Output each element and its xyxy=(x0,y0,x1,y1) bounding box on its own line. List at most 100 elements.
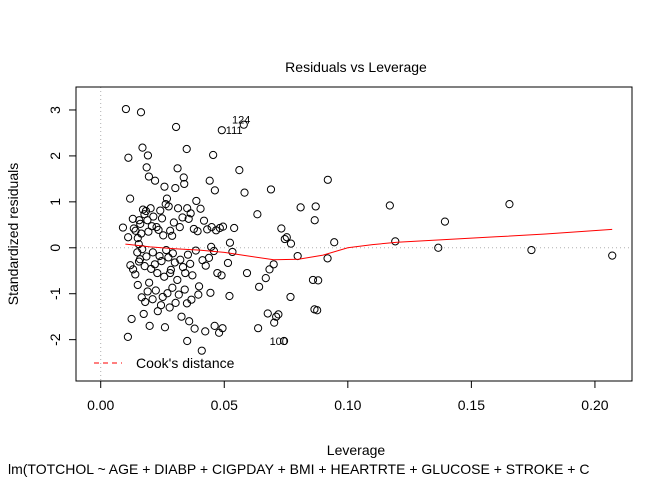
data-point xyxy=(190,324,199,333)
data-point xyxy=(141,206,151,216)
data-point xyxy=(192,196,201,206)
data-point xyxy=(160,272,169,281)
data-point xyxy=(184,214,193,223)
data-point xyxy=(254,324,263,333)
data-point xyxy=(196,204,205,213)
data-point xyxy=(217,271,226,280)
x-tick-label: 0.20 xyxy=(581,397,608,413)
data-point xyxy=(205,176,214,185)
data-point xyxy=(201,327,210,336)
data-point xyxy=(168,249,177,258)
data-point xyxy=(194,290,203,299)
data-point xyxy=(217,126,226,135)
data-point xyxy=(225,238,235,247)
data-point xyxy=(296,203,305,212)
data-point xyxy=(310,216,319,225)
data-point xyxy=(204,253,214,262)
data-point xyxy=(162,245,171,255)
data-point xyxy=(180,179,189,189)
data-point xyxy=(314,276,323,285)
data-point xyxy=(235,166,244,175)
data-point xyxy=(242,268,252,278)
y-tick-label: 1 xyxy=(47,198,63,206)
data-point xyxy=(126,194,135,203)
data-point xyxy=(239,120,248,129)
data-point xyxy=(127,314,136,324)
data-point xyxy=(162,194,172,203)
data-point xyxy=(505,200,514,209)
data-point xyxy=(527,245,536,255)
data-point xyxy=(141,297,150,307)
data-point xyxy=(253,210,262,219)
data-point xyxy=(608,251,617,260)
data-point xyxy=(166,268,175,278)
data-point xyxy=(133,280,142,290)
data-point xyxy=(225,291,234,301)
data-point xyxy=(142,163,151,172)
data-point xyxy=(199,216,209,225)
data-point xyxy=(434,243,443,252)
data-point xyxy=(124,153,133,162)
data-point xyxy=(173,164,182,173)
data-point xyxy=(143,151,153,160)
data-point xyxy=(166,226,175,235)
data-point xyxy=(155,251,164,261)
data-point xyxy=(145,321,154,330)
data-point xyxy=(166,265,175,274)
data-point xyxy=(175,223,184,232)
data-point xyxy=(188,271,197,280)
data-point xyxy=(143,287,152,296)
y-axis: -2 -1 0 1 2 3 xyxy=(47,106,77,346)
data-point xyxy=(173,204,183,213)
data-point xyxy=(265,265,274,274)
data-point xyxy=(269,260,278,269)
point-label-111: 111 xyxy=(226,125,243,137)
data-point xyxy=(123,332,132,341)
y-axis-label: Standardized residuals xyxy=(5,163,21,305)
data-point xyxy=(270,318,279,327)
data-point xyxy=(218,324,227,333)
x-axis: 0.00 0.05 0.10 0.15 0.20 xyxy=(87,380,609,413)
data-point xyxy=(169,218,178,227)
point-label-124: 124 xyxy=(232,115,250,127)
data-point xyxy=(131,270,140,279)
data-point xyxy=(128,214,137,223)
y-tick-label: -1 xyxy=(47,287,63,300)
data-point xyxy=(183,250,193,259)
data-point xyxy=(186,209,195,218)
data-point xyxy=(151,286,160,295)
smooth-fit-line xyxy=(125,228,613,261)
data-point xyxy=(203,225,212,234)
data-point xyxy=(207,242,216,251)
data-point xyxy=(180,285,189,294)
data-point xyxy=(255,282,264,291)
data-point xyxy=(330,238,339,247)
data-point xyxy=(194,282,204,291)
data-point xyxy=(272,312,281,321)
data-point xyxy=(274,310,283,319)
data-point xyxy=(145,278,154,287)
data-point xyxy=(146,204,155,213)
data-point xyxy=(164,253,173,262)
legend-entry-cooks-distance: Cook's distance xyxy=(136,355,235,371)
data-point xyxy=(168,231,177,240)
data-point xyxy=(279,336,289,346)
data-point xyxy=(282,233,291,242)
data-point xyxy=(165,303,174,312)
data-point xyxy=(163,289,172,298)
data-point xyxy=(168,283,177,292)
data-point xyxy=(201,261,210,270)
data-point xyxy=(153,268,162,278)
data-point xyxy=(158,292,167,302)
data-point xyxy=(148,295,157,304)
data-point xyxy=(183,204,192,213)
x-tick-label: 0.00 xyxy=(87,397,114,413)
data-point xyxy=(126,261,135,270)
data-point xyxy=(261,274,270,283)
data-point xyxy=(323,254,332,263)
data-point xyxy=(182,299,192,308)
data-point xyxy=(440,217,450,226)
data-point xyxy=(138,143,147,152)
data-point xyxy=(223,258,233,268)
